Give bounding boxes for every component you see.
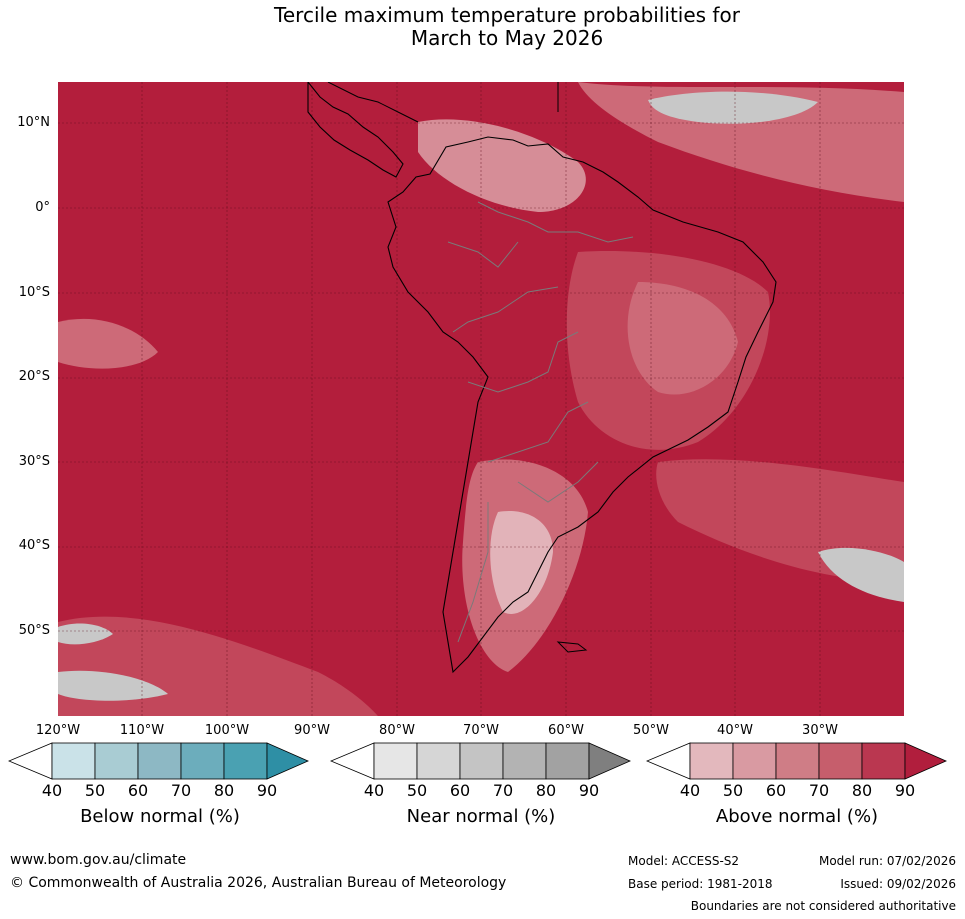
zone-near-east: [818, 547, 904, 602]
caribbean-coastline: [327, 82, 559, 123]
colorbar-tick-label: 50: [84, 781, 106, 800]
lat-label: 50°S: [18, 623, 50, 638]
colorbar-tick-label: 90: [894, 781, 916, 800]
zone-near-north: [648, 91, 818, 124]
map-title: Tercile maximum temperature probabilitie…: [0, 4, 965, 50]
zone-70-caribbean: [418, 119, 586, 212]
lat-label: 10°S: [18, 285, 50, 300]
colorbar-tick-label: 70: [808, 781, 830, 800]
country-borders: [447, 201, 634, 643]
issued-date: Issued: 09/02/2026: [840, 877, 956, 891]
zone-70-pacific: [58, 318, 158, 369]
falkland-islands: [556, 641, 588, 653]
below-normal-colorbar: [8, 742, 309, 780]
zone-70-north: [578, 82, 904, 202]
graticule: [58, 82, 904, 716]
colorbar-segment: [732, 742, 777, 780]
colorbar-segment: [223, 742, 268, 780]
colorbar-tick-label: 40: [41, 781, 63, 800]
colorbar-segment: [459, 742, 504, 780]
colorbar-segment: [416, 742, 461, 780]
lon-label: 70°W: [463, 723, 499, 738]
lon-label: 30°W: [802, 723, 838, 738]
lon-label: 60°W: [548, 723, 584, 738]
colorbar-tick-label: 60: [765, 781, 787, 800]
colorbar-tick-label: 90: [256, 781, 278, 800]
lat-label: 40°S: [18, 538, 50, 553]
colorbar-tick-label: 70: [170, 781, 192, 800]
colorbar-tick-label: 80: [535, 781, 557, 800]
title-line-1: Tercile maximum temperature probabilitie…: [274, 3, 740, 27]
colorbar-segment: [689, 742, 734, 780]
zone-near-south-west: [58, 623, 113, 645]
south-america-coastline: [387, 136, 777, 674]
zone-50-argentina: [490, 511, 553, 614]
colorbar-extend-high: [266, 742, 309, 780]
above-normal-label: Above normal (%): [715, 806, 879, 827]
colorbar-extend-high: [904, 742, 947, 780]
lon-label: 110°W: [119, 723, 165, 738]
colorbar-tick-label: 90: [578, 781, 600, 800]
lat-label: 20°S: [18, 369, 50, 384]
lat-label: 30°S: [18, 454, 50, 469]
above-normal-colorbar: [646, 742, 947, 780]
copyright: © Commonwealth of Australia 2026, Austra…: [10, 875, 507, 891]
zone-near-south-sw: [58, 670, 168, 701]
colorbar-tick-label: 40: [363, 781, 385, 800]
colorbar-tick-label: 50: [406, 781, 428, 800]
colorbar-extend-high: [588, 742, 631, 780]
colorbar-tick-label: 80: [213, 781, 235, 800]
colorbar-segment: [545, 742, 590, 780]
probability-map: [58, 82, 904, 716]
central-america-coastline: [307, 82, 404, 178]
colorbar-tick-label: 40: [679, 781, 701, 800]
base-period: Base period: 1981-2018: [628, 877, 773, 891]
lon-label: 50°W: [633, 723, 669, 738]
colorbar-segment: [861, 742, 906, 780]
colorbar-extend-low: [646, 742, 691, 780]
zone-60-brazil-inner: [627, 282, 738, 395]
lon-label: 120°W: [35, 723, 81, 738]
lon-label: 40°W: [717, 723, 753, 738]
disclaimer: Boundaries are not considered authoritat…: [690, 899, 956, 913]
colorbar-segment: [818, 742, 863, 780]
lon-label: 90°W: [294, 723, 330, 738]
colorbar-tick-label: 60: [127, 781, 149, 800]
lon-label: 80°W: [379, 723, 415, 738]
colorbar-extend-low: [330, 742, 375, 780]
website-link[interactable]: www.bom.gov.au/climate: [10, 852, 187, 868]
colorbar-extend-low: [8, 742, 53, 780]
lon-label: 100°W: [204, 723, 250, 738]
lat-label: 10°N: [17, 115, 50, 130]
colorbar-segment: [775, 742, 820, 780]
colorbar-tick-label: 70: [492, 781, 514, 800]
lat-label: 0°: [35, 200, 50, 215]
probability-zones: [58, 82, 904, 716]
below-normal-label: Below normal (%): [80, 806, 240, 827]
model-name: Model: ACCESS-S2: [628, 854, 740, 868]
colorbar-tick-label: 50: [722, 781, 744, 800]
colorbar-tick-label: 80: [851, 781, 873, 800]
colorbar-tick-label: 60: [449, 781, 471, 800]
colorbar-segment: [137, 742, 182, 780]
near-normal-colorbar: [330, 742, 631, 780]
model-run: Model run: 07/02/2026: [818, 854, 956, 868]
colorbar-segment: [51, 742, 96, 780]
near-normal-label: Near normal (%): [406, 806, 556, 827]
colorbar-segment: [94, 742, 139, 780]
title-line-2: March to May 2026: [410, 26, 604, 50]
colorbar-segment: [502, 742, 547, 780]
colorbar-segment: [373, 742, 418, 780]
colorbar-segment: [180, 742, 225, 780]
